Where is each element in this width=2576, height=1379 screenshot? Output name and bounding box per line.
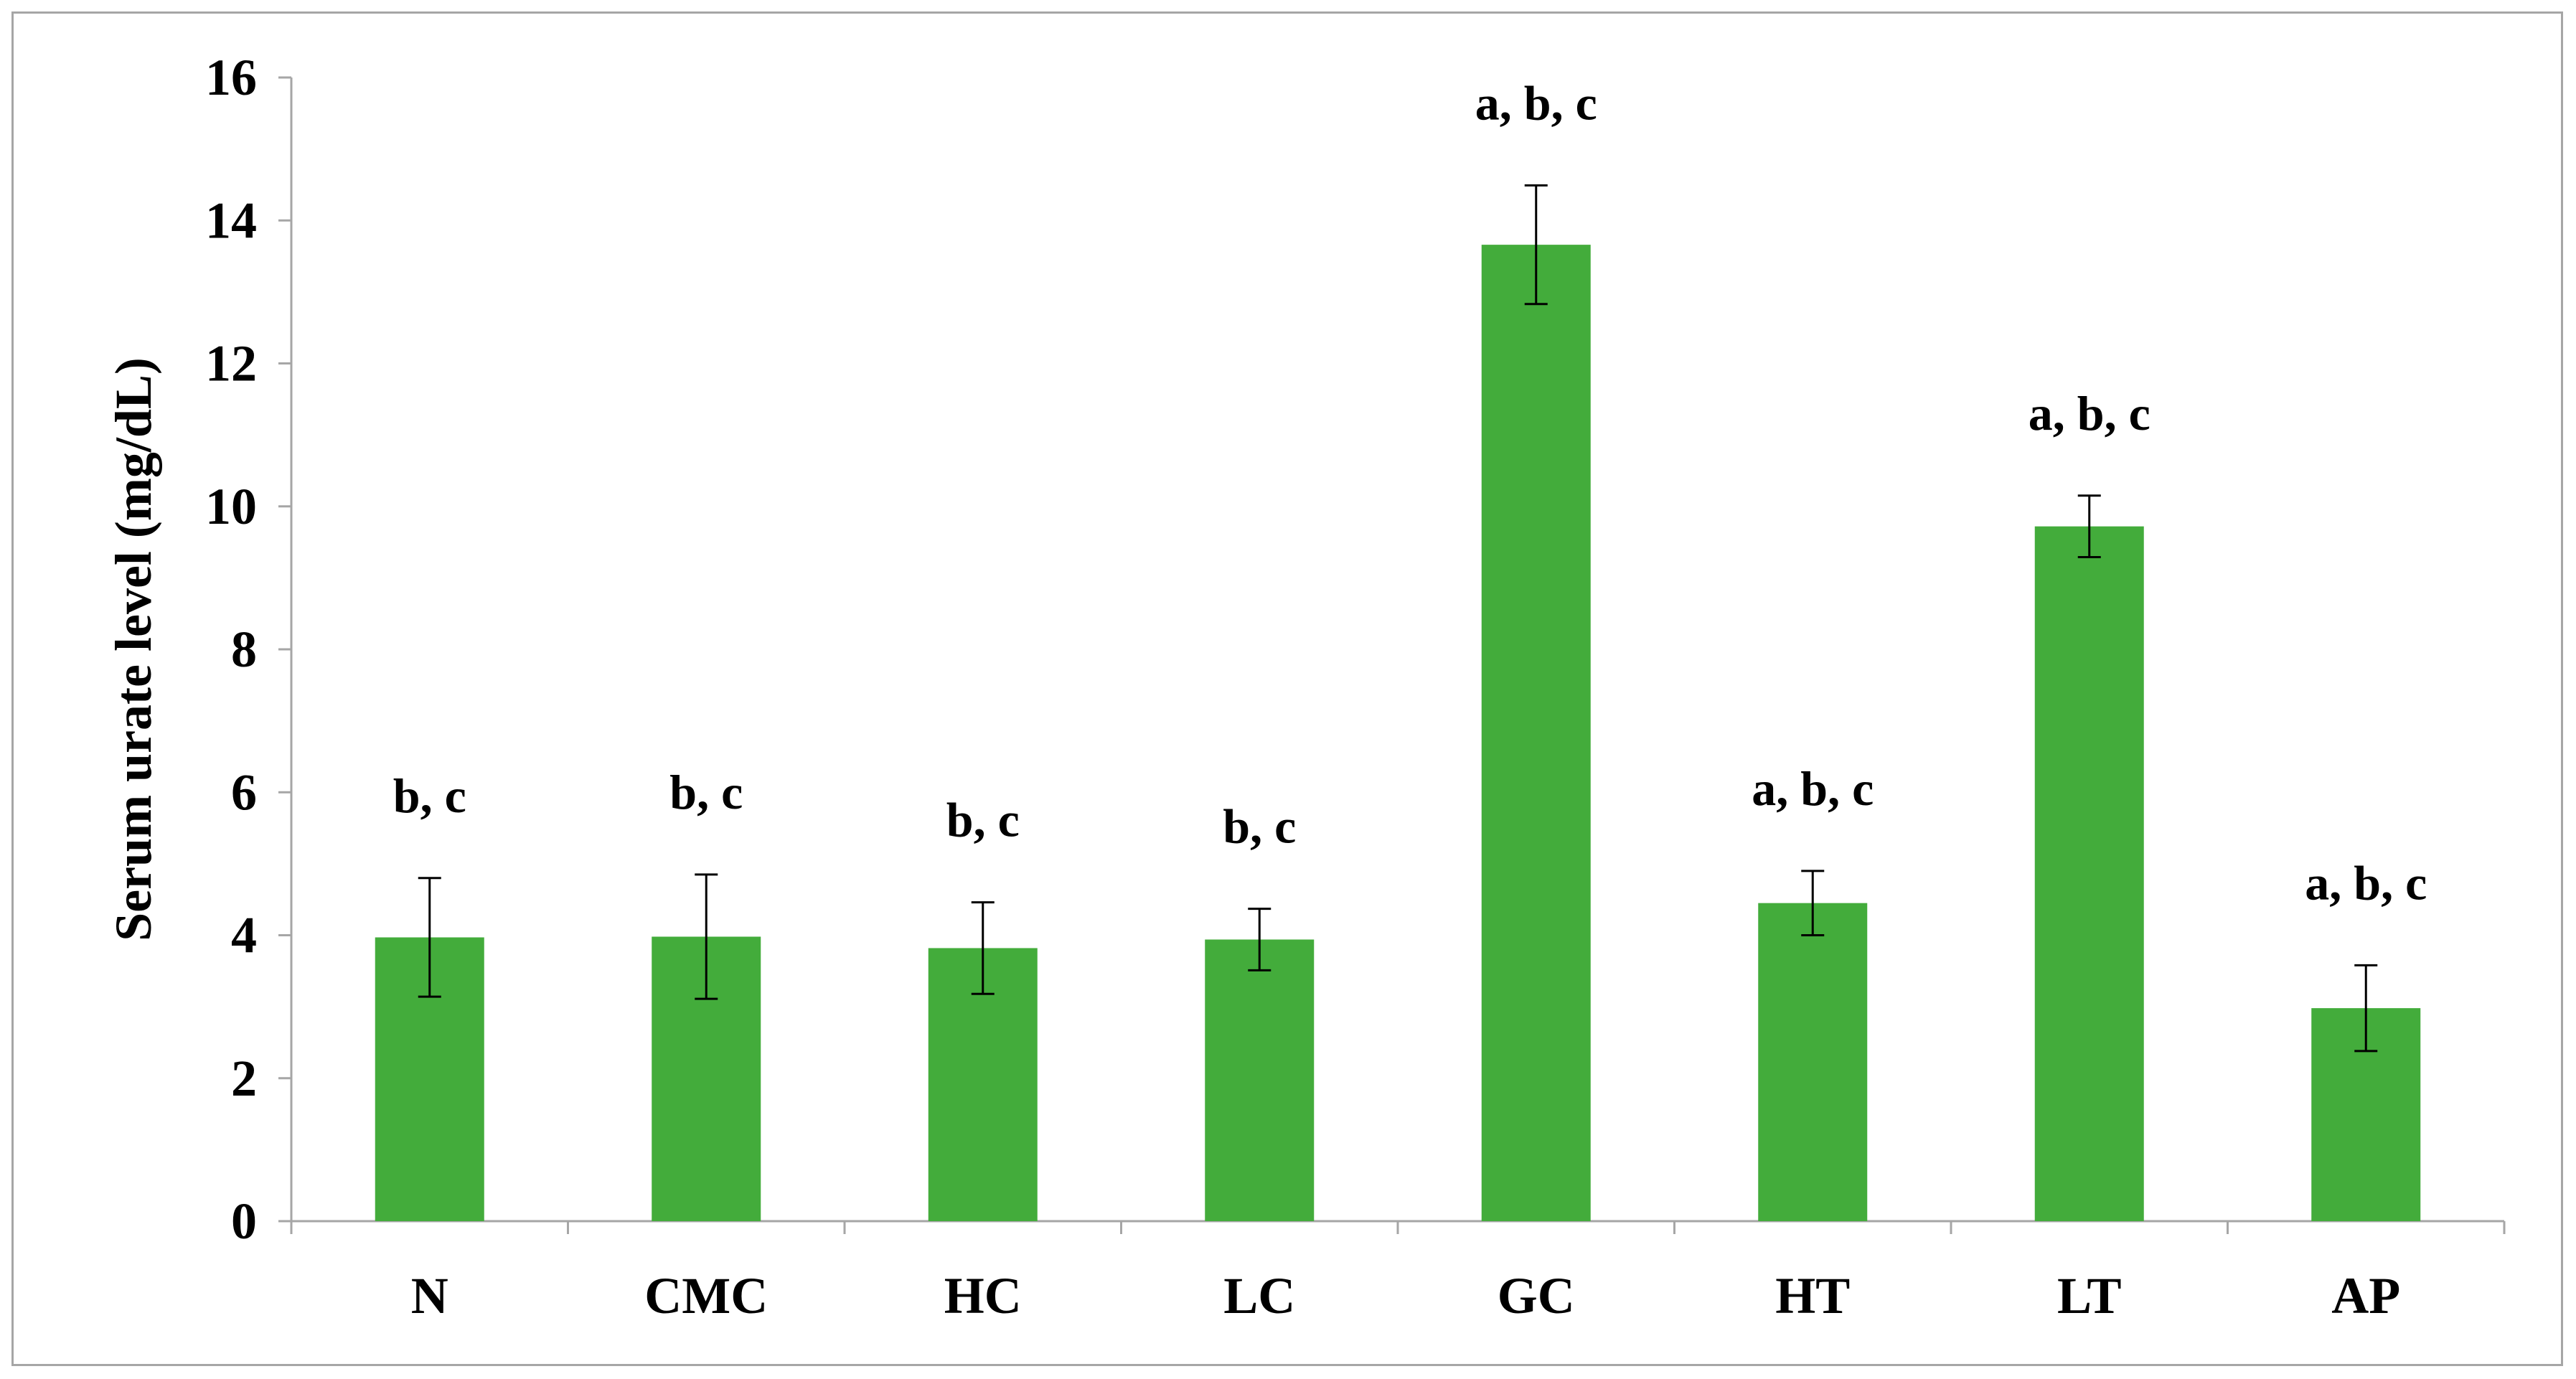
y-axis-title: Serum urate level (mg/dL) [105, 357, 162, 941]
significance-label-AP: a, b, c [2305, 855, 2427, 910]
y-tick-label: 16 [205, 49, 257, 106]
significance-label-CMC: b, c [669, 765, 743, 819]
y-tick-label: 0 [231, 1192, 257, 1250]
significance-label-LC: b, c [1223, 799, 1296, 854]
y-tick-label: 2 [231, 1050, 257, 1107]
significance-label-LT: a, b, c [2029, 386, 2150, 441]
y-tick-label: 10 [205, 478, 257, 535]
bar-GC [1481, 245, 1591, 1221]
significance-label-N: b, c [393, 768, 466, 823]
bar-LC [1205, 939, 1315, 1221]
bars [375, 184, 2421, 1221]
y-tick-label: 14 [205, 192, 257, 249]
y-tick-label: 8 [231, 621, 257, 678]
x-tick-label-HT: HT [1775, 1267, 1850, 1324]
significance-label-HC: b, c [946, 793, 1020, 847]
bar-HT [1758, 903, 1868, 1221]
y-tick-label: 6 [231, 763, 257, 821]
labels: 0 2 4 6 8 10 12 14 16 b, c Nb, c CMC b, c HC b, c LC a, … [205, 49, 2427, 1324]
significance-label-HT: a, b, c [1752, 761, 1874, 816]
x-tick-label-HC: HC [944, 1267, 1022, 1324]
axes [278, 76, 2506, 1234]
x-tick-label-CMC: CMC [644, 1267, 768, 1324]
bar-LT [2034, 526, 2144, 1221]
x-tick-label-N: N [411, 1267, 448, 1324]
x-tick-label-LT: LT [2057, 1267, 2121, 1324]
significance-label-GC: a, b, c [1475, 75, 1597, 130]
x-tick-label-GC: GC [1498, 1267, 1575, 1324]
x-tick-label-AP: AP [2331, 1267, 2400, 1324]
y-tick-label: 4 [231, 907, 257, 964]
y-tick-label: 12 [205, 335, 257, 392]
x-tick-label-LC: LC [1223, 1267, 1295, 1324]
